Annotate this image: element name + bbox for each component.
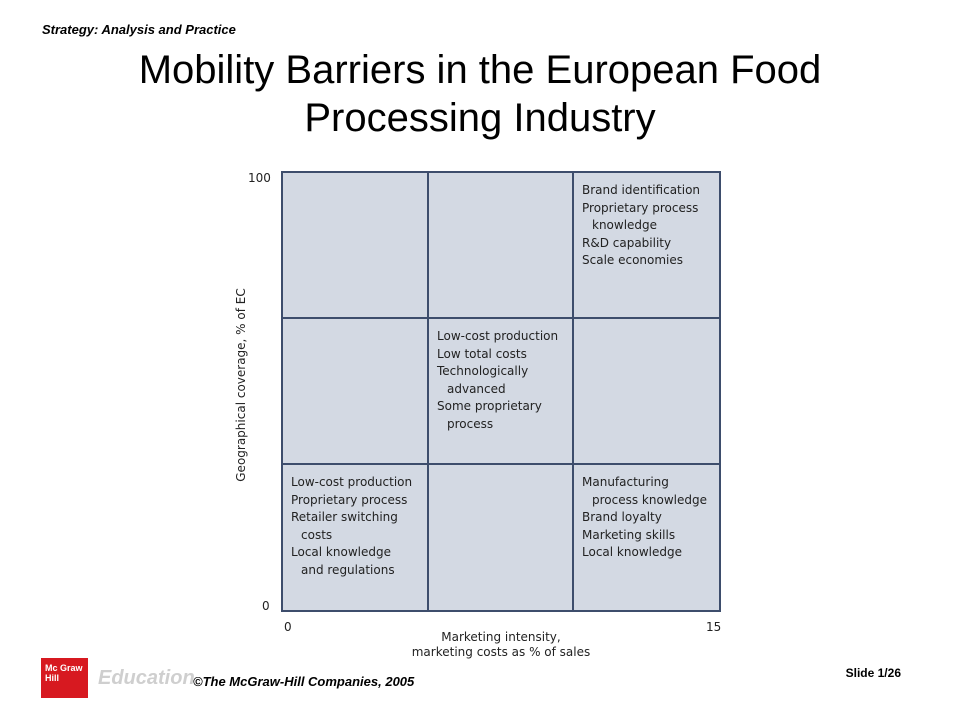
barrier-line: Some proprietary (437, 399, 542, 413)
logo-text: Mc Graw Hill (45, 663, 83, 683)
cell-top-right: Brand identification Proprietary process k… (574, 173, 719, 319)
barrier-line: Brand loyalty (582, 510, 662, 524)
cell-bottom-center (429, 465, 574, 610)
slide-title-line-2: Processing Industry (304, 96, 656, 140)
barrier-line: knowledge (592, 218, 658, 232)
x-axis-min-label: 0 (284, 620, 292, 634)
slide-title: Mobility Barriers in the European Food P… (40, 46, 920, 142)
barrier-line: Local knowledge (291, 545, 391, 559)
y-axis-min-label: 0 (262, 599, 270, 613)
barrier-line: process knowledge (592, 492, 707, 507)
barrier-line: R&D capability (582, 235, 672, 250)
y-axis-max-label: 100 (248, 171, 271, 185)
barrier-line: Local knowledge (582, 545, 682, 559)
cell-bottom-right: Manufacturing process knowledge Brand loya… (574, 465, 719, 610)
slide-number: Slide 1/26 (845, 666, 901, 680)
cell-bottom-left: Low-cost production Proprietary process Re… (283, 465, 429, 610)
cell-middle-right (574, 319, 719, 465)
barrier-line: Low total costs (437, 346, 527, 361)
barrier-line: advanced (447, 381, 506, 396)
x-axis-title-line-2: marketing costs as % of sales (411, 645, 591, 659)
cell-top-left (283, 173, 429, 319)
barrier-line: process (447, 416, 494, 431)
barrier-line: Low-cost production (437, 329, 559, 343)
x-axis-max-label: 15 (706, 620, 722, 634)
barrier-line: Proprietary process (291, 492, 408, 507)
barrier-line: Low-cost production (291, 475, 413, 489)
copyright-notice: ©The McGraw-Hill Companies, 2005 (193, 674, 415, 689)
barrier-line: Manufacturing (582, 475, 669, 489)
cell-middle-center: Low-cost production Low total costs Techno… (429, 319, 574, 465)
barrier-line: Retailer switching (291, 510, 398, 524)
barrier-line: Marketing skills (582, 527, 676, 542)
slide-title-line-1: Mobility Barriers in the European Food (138, 48, 822, 92)
course-header: Strategy: Analysis and Practice (42, 22, 236, 37)
barrier-line: Scale economies (582, 253, 684, 267)
cell-middle-left (283, 319, 429, 465)
barrier-line: Proprietary process (582, 200, 699, 215)
education-wordmark: Education (98, 667, 195, 689)
x-axis-title: Marketing intensity, marketing costs as … (381, 630, 621, 660)
mcgraw-hill-logo: Mc Graw Hill (41, 658, 88, 698)
barrier-line: and regulations (301, 562, 395, 577)
barrier-line: Technologically (437, 364, 529, 378)
barrier-line: costs (301, 527, 333, 542)
barrier-line: Brand identification (582, 183, 701, 197)
cell-top-center (429, 173, 574, 319)
mobility-barrier-grid: Brand identification Proprietary process k… (281, 171, 721, 612)
y-axis-title-text: Geographical coverage, % of EC (234, 288, 248, 482)
x-axis-title-line-1: Marketing intensity, (441, 630, 561, 644)
